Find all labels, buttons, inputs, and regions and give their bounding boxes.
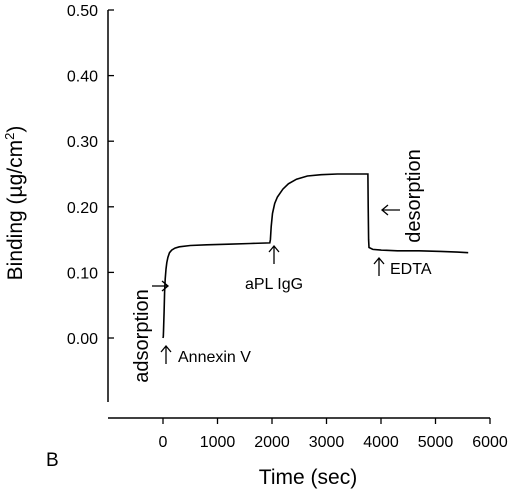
adsorption-label: adsorption: [131, 289, 153, 382]
y-axis-title-close: ): [4, 126, 27, 133]
y-tick-label: 0.40: [67, 69, 98, 86]
y-axis-title-main: Binding (µg/cm: [4, 140, 27, 281]
panel-label: B: [46, 450, 59, 471]
y-ticks: 0.00 0.10 0.20 0.30 0.40 0.50: [67, 3, 114, 348]
x-tick-label: 2000: [254, 434, 290, 451]
x-tick-label: 6000: [472, 434, 508, 451]
y-axis-title-sup: 2: [2, 133, 17, 140]
desorption-label: desorption: [403, 149, 425, 242]
y-tick-label: 0.20: [67, 200, 98, 217]
x-tick-label: 1000: [200, 434, 236, 451]
y-tick-label: 0.00: [67, 331, 98, 348]
x-tick-label: 5000: [418, 434, 454, 451]
apl-igg-up-arrow: [268, 244, 280, 264]
adsorption-arrow: [152, 280, 170, 292]
annexin-v-label: Annexin V: [178, 349, 251, 366]
binding-series-line: [162, 173, 469, 339]
annexin-up-arrow: [160, 344, 172, 364]
x-tick-label: 0: [159, 434, 168, 451]
y-tick-label: 0.50: [67, 3, 98, 20]
desorption-arrow: [380, 204, 400, 216]
x-axis-title: Time (sec): [259, 466, 357, 489]
y-tick-label: 0.30: [67, 134, 98, 151]
apl-igg-label: aPL IgG: [245, 276, 303, 293]
x-tick-label: 3000: [309, 434, 345, 451]
x-ticks: 0 1000 2000 3000 4000 5000 6000: [159, 418, 508, 451]
edta-label: EDTA: [390, 261, 432, 278]
edta-up-arrow: [373, 256, 385, 276]
y-axis-title: Binding (µg/cm2): [2, 126, 27, 281]
y-tick-label: 0.10: [67, 265, 98, 282]
x-tick-label: 4000: [363, 434, 399, 451]
